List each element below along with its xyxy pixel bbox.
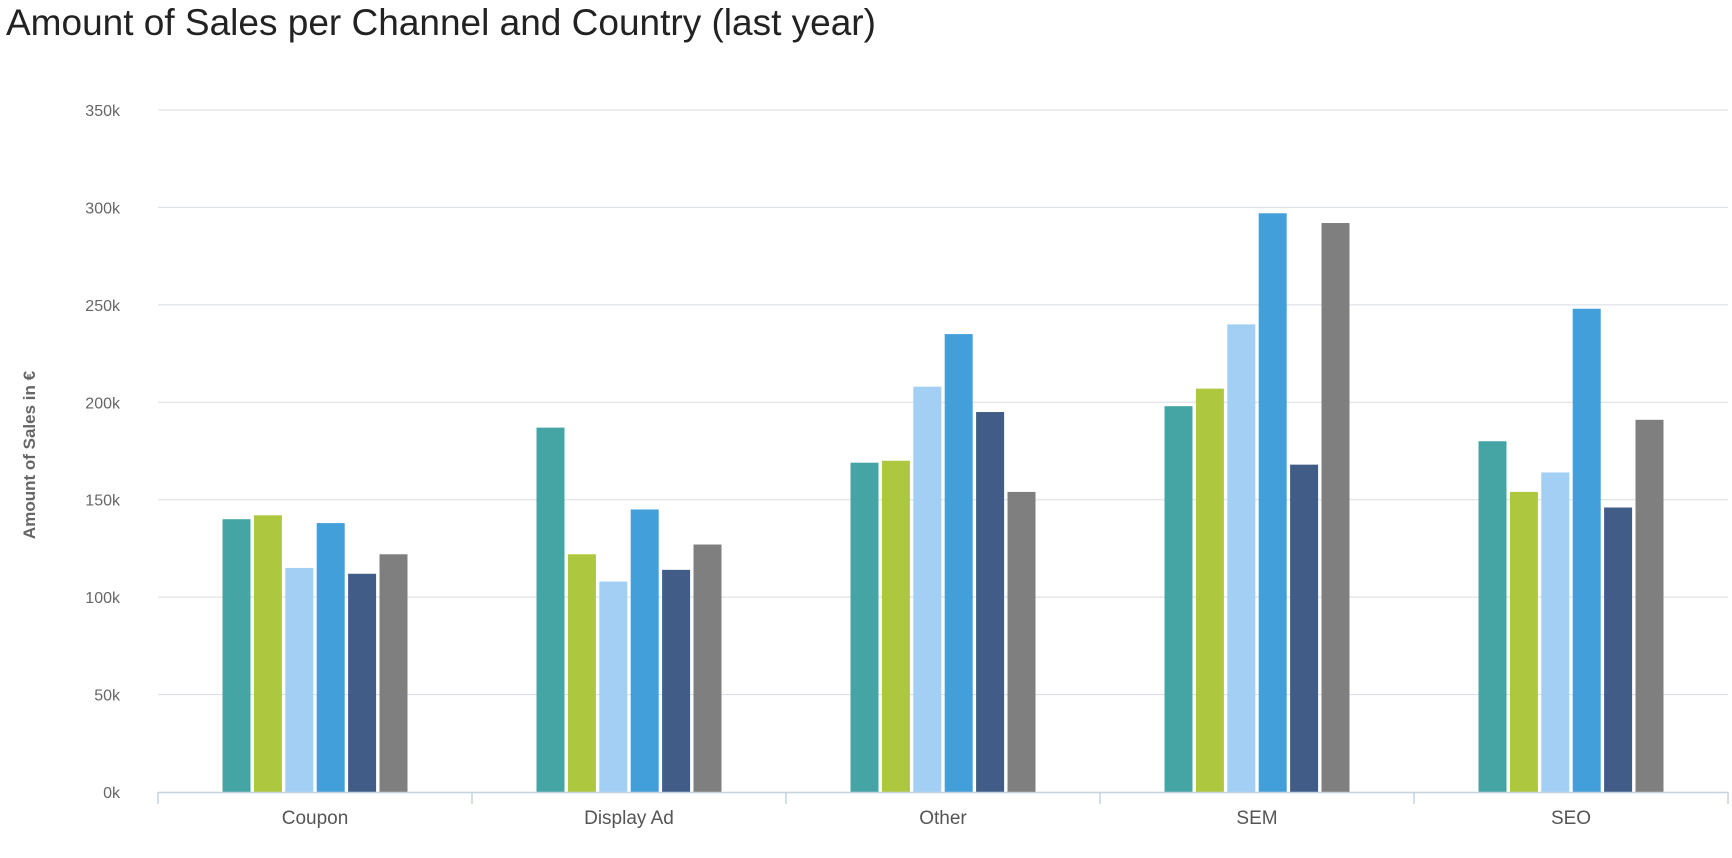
x-axis [157, 791, 1729, 804]
y-tick-label: 50k [94, 688, 121, 705]
x-tick-label: Display Ad [584, 808, 674, 829]
bar-display-ad-series-5[interactable] [662, 569, 691, 792]
bar-seo-series-1[interactable] [1478, 441, 1507, 792]
x-tick-label: SEO [1551, 808, 1591, 829]
bar-coupon-series-5[interactable] [348, 573, 377, 792]
bar-other-series-3[interactable] [913, 386, 942, 792]
bar-coupon-series-4[interactable] [316, 523, 345, 792]
bar-sem-series-2[interactable] [1195, 388, 1224, 792]
bar-other-series-5[interactable] [976, 412, 1005, 792]
y-tick-label: 0k [103, 785, 121, 802]
bar-display-ad-series-1[interactable] [536, 427, 565, 792]
bar-coupon-series-1[interactable] [222, 519, 251, 792]
bar-other-series-2[interactable] [881, 460, 910, 792]
bar-sem-series-4[interactable] [1258, 213, 1287, 792]
y-tick-label: 150k [85, 493, 121, 510]
bar-sem-series-5[interactable] [1290, 464, 1319, 792]
bar-display-ad-series-3[interactable] [599, 581, 628, 792]
chart-title: Amount of Sales per Channel and Country … [6, 2, 876, 43]
x-tick-label: Coupon [282, 808, 349, 829]
y-tick-label: 350k [85, 103, 121, 120]
bar-sem-series-1[interactable] [1164, 406, 1193, 792]
bar-seo-series-4[interactable] [1572, 308, 1601, 792]
y-tick-label: 200k [85, 395, 121, 412]
bar-seo-series-5[interactable] [1604, 507, 1633, 792]
bar-coupon-series-6[interactable] [379, 554, 408, 792]
bar-sem-series-6[interactable] [1321, 223, 1350, 792]
y-tick-label: 250k [85, 298, 121, 315]
y-tick-label: 300k [85, 200, 121, 217]
x-tick-labels: Coupon Display Ad Other SEM SEO [282, 808, 1591, 829]
bars [222, 213, 1664, 792]
y-tick-labels: 0k 50k 100k 150k 200k 250k 300k 350k [85, 103, 121, 802]
bar-other-series-6[interactable] [1007, 491, 1036, 792]
bar-coupon-series-3[interactable] [285, 567, 314, 792]
x-tick-label: Other [919, 808, 967, 829]
bar-other-series-4[interactable] [944, 334, 973, 792]
x-tick-label: SEM [1236, 808, 1277, 829]
y-axis-title: Amount of Sales in € [20, 370, 39, 539]
bar-display-ad-series-2[interactable] [567, 554, 596, 792]
bar-other-series-1[interactable] [850, 462, 879, 792]
bar-seo-series-2[interactable] [1509, 491, 1538, 792]
bar-seo-series-6[interactable] [1635, 419, 1664, 792]
bar-display-ad-series-4[interactable] [630, 509, 659, 792]
bar-sem-series-3[interactable] [1227, 324, 1256, 792]
bar-seo-series-3[interactable] [1541, 472, 1570, 792]
y-tick-label: 100k [85, 590, 121, 607]
gridlines [158, 109, 1728, 696]
bar-display-ad-series-6[interactable] [693, 544, 722, 792]
bar-coupon-series-2[interactable] [253, 515, 282, 792]
